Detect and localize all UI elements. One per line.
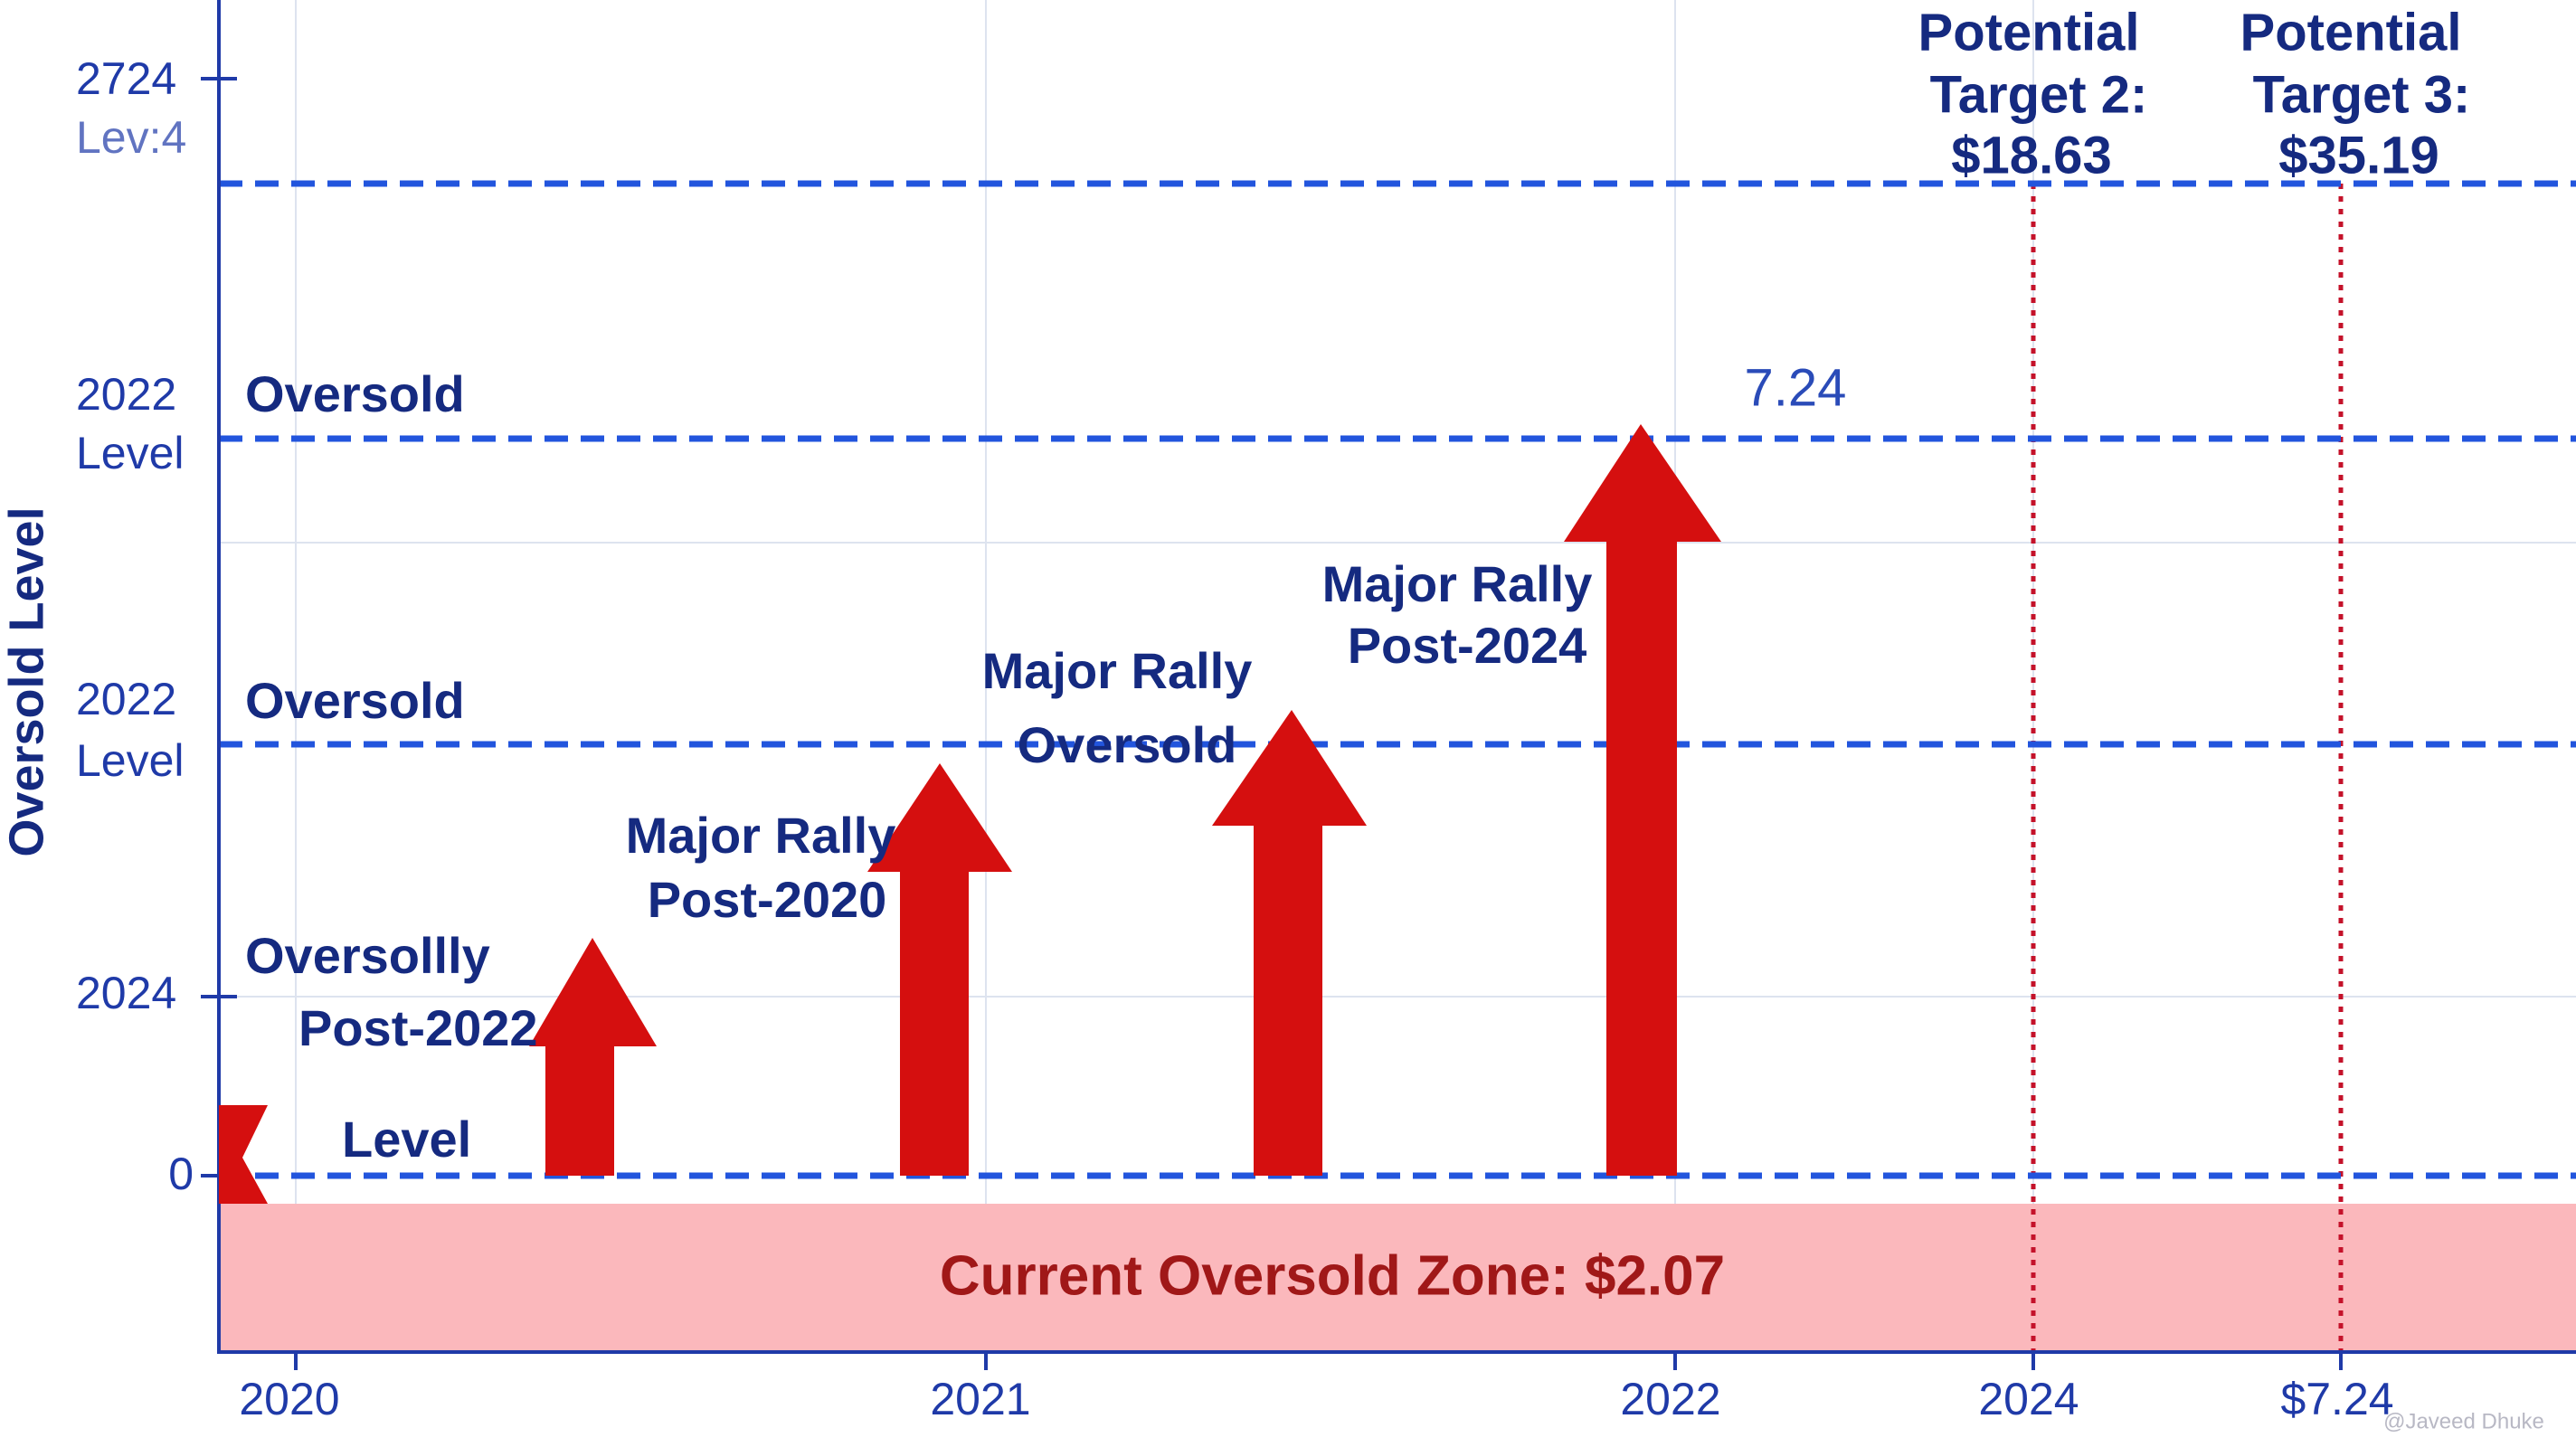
x-tick-label: 2024 [1978,1374,2079,1424]
target-label: $35.19 [2278,126,2439,184]
arrow [529,938,657,1176]
arrow [1212,710,1367,1176]
arrow [867,763,1012,1176]
y-tick-label: Lev:4 [76,112,186,163]
annotation: Oversold [245,365,465,422]
zone-label: Current Oversold Zone: $2.07 [940,1244,1725,1307]
annotation: Oversollly [245,927,490,984]
target-label: Target 3: [2253,65,2471,124]
annotation: Level [342,1111,471,1168]
y-tick-label: 2724 [76,53,176,104]
annotation: Oversold [1018,716,1237,773]
flag [219,1105,268,1204]
oversold-zone [219,1204,2576,1352]
y-tick-label: 2022 [76,369,176,420]
y-tick-label: 0 [168,1149,194,1199]
x-tick-label: 2022 [1620,1374,1720,1424]
watermark: @Javeed Dhuke [2383,1409,2544,1433]
arrow [1564,424,1721,1176]
annotation: Major Rally [626,807,896,864]
annotation: Post-2020 [648,871,887,928]
x-tick-label: 2021 [930,1374,1030,1424]
annotation: Major Rally [982,642,1253,699]
x-tick-label: 2020 [239,1374,339,1424]
y-axis-title: Oversold Level [0,506,53,856]
annotation: Post-2022 [298,999,538,1056]
target-label: Target 2: [1930,65,2148,124]
annotation: Major Rally [1322,555,1593,612]
target-label: Potential [1918,3,2140,61]
annotation: Post-2024 [1348,617,1587,674]
y-tick-label: Level [76,735,185,786]
target-label: $18.63 [1951,126,2111,184]
x-tick-label: $7.24 [2280,1374,2393,1424]
annotation: 7.24 [1745,358,1847,417]
y-tick-label: 2022 [76,674,176,724]
y-tick-label: 2024 [76,968,176,1018]
y-tick-label: Level [76,428,185,478]
annotation: Oversold [245,672,465,729]
target-label: Potential [2240,3,2462,61]
